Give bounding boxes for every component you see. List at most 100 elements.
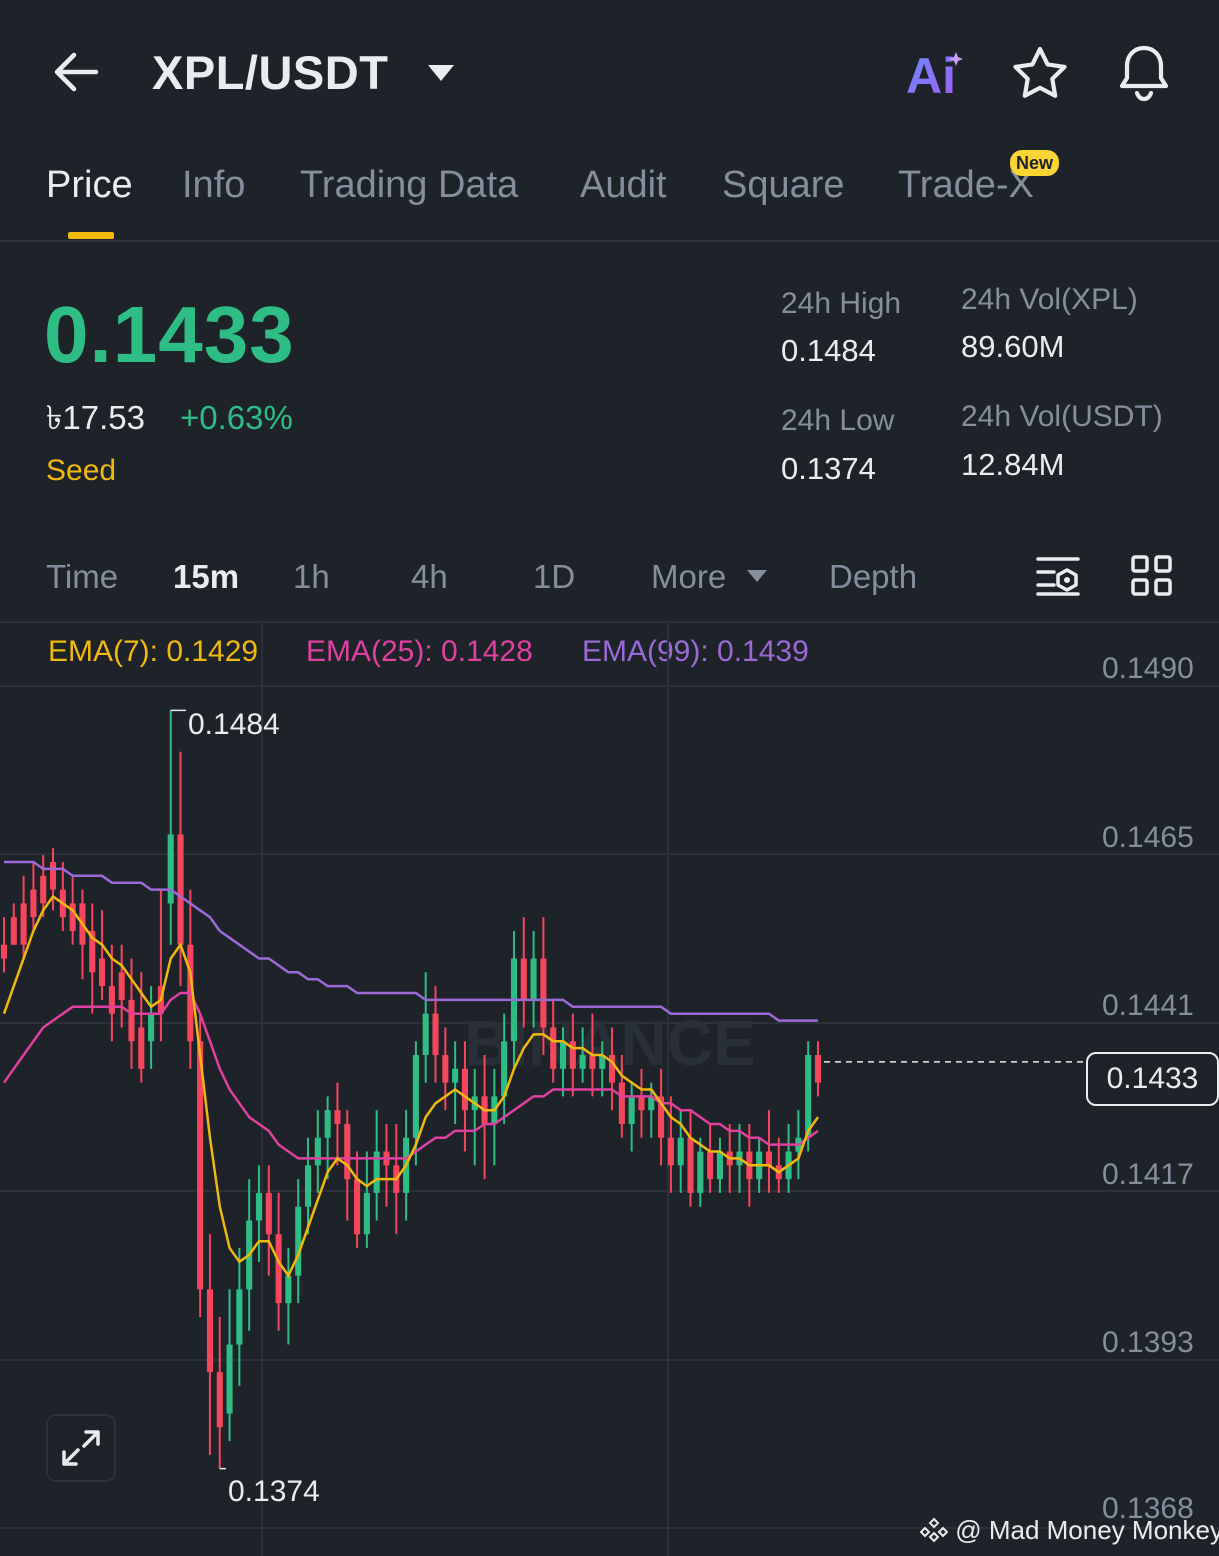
- candle-body: [295, 1206, 302, 1276]
- low-marker-label: 0.1374: [228, 1475, 320, 1508]
- tab-square[interactable]: Square: [722, 164, 845, 206]
- candle-body: [40, 875, 47, 904]
- candle-body: [99, 958, 106, 987]
- candle-body: [707, 1151, 714, 1180]
- star-icon[interactable]: [1010, 44, 1070, 100]
- tab-trading-data[interactable]: Trading Data: [300, 164, 519, 206]
- caret-down-icon[interactable]: [426, 62, 456, 84]
- vol-quote-value: 12.84M: [961, 447, 1065, 482]
- candle-body: [638, 1096, 645, 1111]
- candle-body: [69, 903, 76, 931]
- candlestick-chart[interactable]: BINANCE: [0, 623, 1219, 1556]
- candle-body: [667, 1137, 674, 1166]
- candle-body: [814, 1055, 822, 1083]
- candle-body: [501, 1041, 508, 1097]
- ema99-label: EMA(99): 0.1439: [582, 635, 809, 668]
- high-label: 24h High: [781, 287, 902, 320]
- candle-body: [697, 1151, 704, 1193]
- candle-body: [569, 1041, 576, 1069]
- candle-body: [265, 1192, 272, 1235]
- candle-body: [344, 1123, 351, 1180]
- interval-time[interactable]: Time: [46, 558, 119, 595]
- candle-body: [658, 1096, 665, 1138]
- interval-4h[interactable]: 4h: [411, 558, 448, 595]
- grid-layout-icon[interactable]: [1130, 554, 1174, 603]
- ai-assistant-icon[interactable]: Ai: [904, 44, 968, 104]
- more-caret-down-icon[interactable]: [745, 567, 769, 590]
- y-tick-label: 0.1417: [1102, 1158, 1194, 1191]
- tab-info[interactable]: Info: [182, 164, 246, 206]
- vol-quote-label: 24h Vol(USDT): [961, 400, 1163, 433]
- bell-icon[interactable]: [1114, 40, 1174, 104]
- candle-body: [432, 1013, 439, 1056]
- ema7-line: [2, 894, 820, 1279]
- ema7-label: EMA(7): 0.1429: [48, 635, 259, 668]
- y-tick-label: 0.1490: [1102, 652, 1194, 685]
- candle-body: [20, 903, 27, 945]
- new-badge: New: [1010, 150, 1060, 176]
- candle-body: [520, 958, 527, 1000]
- candle-body: [530, 958, 537, 1000]
- candle-body: [442, 1055, 449, 1083]
- ema99-line: [4, 860, 818, 1022]
- candle-body: [108, 986, 115, 1014]
- candle-body: [334, 1110, 341, 1124]
- tab-trade-x[interactable]: Trade-X: [898, 164, 1034, 206]
- candle-body: [452, 1068, 459, 1083]
- candle-body: [275, 1234, 282, 1304]
- candle-body: [422, 1013, 429, 1056]
- candle-body: [167, 834, 174, 904]
- tab-bar: Price Info Trading Data Audit Square Tra…: [0, 150, 1219, 242]
- candle-body: [609, 1055, 616, 1083]
- candle-body: [226, 1344, 233, 1414]
- interval-15m[interactable]: 15m: [173, 558, 240, 595]
- candle-body: [599, 1055, 606, 1069]
- candle-body: [628, 1096, 635, 1124]
- back-arrow-icon[interactable]: [48, 44, 104, 100]
- candle-body: [0, 944, 8, 959]
- price-change: +0.63%: [180, 399, 293, 436]
- candle-body: [49, 862, 57, 890]
- candle-body: [765, 1151, 773, 1166]
- fiat-price: ৳17.53: [46, 399, 146, 436]
- interval-1d[interactable]: 1D: [533, 558, 576, 595]
- interval-1h[interactable]: 1h: [293, 558, 330, 595]
- binance-logo-icon: [919, 1517, 949, 1543]
- candle-body: [255, 1192, 263, 1221]
- tab-price[interactable]: Price: [46, 164, 133, 206]
- candle-body: [314, 1137, 321, 1166]
- high-marker-label: 0.1484: [188, 708, 280, 741]
- candle-body: [324, 1110, 331, 1138]
- candle-body: [10, 917, 17, 945]
- vol-base-value: 89.60M: [961, 329, 1065, 364]
- chart-settings-icon[interactable]: [1034, 554, 1082, 603]
- candle-body: [304, 1165, 312, 1207]
- y-tick-label: 0.1465: [1102, 821, 1194, 854]
- vol-base-label: 24h Vol(XPL): [961, 283, 1138, 316]
- seed-tag[interactable]: Seed: [46, 454, 117, 487]
- candle-body: [589, 1055, 596, 1069]
- candle-body: [128, 999, 135, 1042]
- candle-body: [118, 972, 125, 1000]
- candle-body: [559, 1041, 567, 1069]
- candle-body: [206, 1289, 213, 1373]
- candle-body: [805, 1055, 812, 1138]
- candle-body: [197, 1041, 204, 1290]
- active-tab-indicator: [68, 232, 114, 239]
- svg-text:Ai: Ai: [906, 48, 956, 100]
- tab-audit[interactable]: Audit: [580, 164, 667, 206]
- pair-selector[interactable]: XPL/USDT: [152, 46, 389, 99]
- interval-more[interactable]: More: [651, 558, 727, 595]
- interval-depth[interactable]: Depth: [829, 558, 918, 595]
- candle-body: [236, 1289, 243, 1345]
- candle-body: [550, 1027, 557, 1069]
- candle-body: [540, 958, 547, 1028]
- y-tick-label: 0.1368: [1102, 1492, 1194, 1525]
- y-tick-label: 0.1393: [1102, 1326, 1194, 1359]
- expand-icon: [62, 1430, 100, 1466]
- candle-body: [618, 1082, 625, 1124]
- candle-body: [30, 889, 37, 918]
- low-label: 24h Low: [781, 404, 895, 437]
- expand-chart-button[interactable]: [46, 1414, 116, 1482]
- candle-body: [461, 1068, 468, 1111]
